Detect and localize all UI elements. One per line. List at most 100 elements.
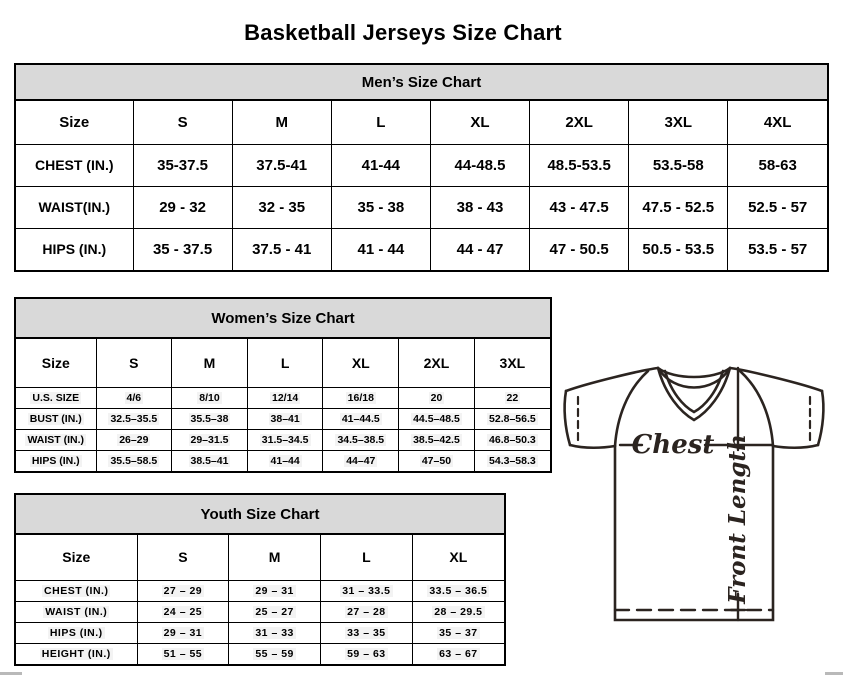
horizontal-scrollbar-fragment-right[interactable]: [825, 672, 843, 675]
value-cell: 35 - 38: [331, 186, 431, 229]
value-cell: 35-37.5: [133, 144, 233, 187]
cell-text: 51 – 55: [161, 647, 205, 660]
value-cell: 55 – 59: [228, 643, 321, 664]
value-cell: 27 – 29: [137, 580, 230, 602]
cell-text: WAIST(IN.): [38, 199, 111, 215]
youth-size-table: Size S M L XL CHEST (IN.) 27 – 29 29 – 31 31 – 3…: [16, 535, 504, 664]
cell-text: 27 – 29: [161, 584, 205, 597]
mens-table-title: Men’s Size Chart: [16, 65, 827, 101]
jersey-outline: [564, 366, 660, 393]
cell-text: 29 – 31: [161, 626, 205, 639]
header-cell: Size: [16, 535, 138, 581]
cell-text: 54.3–58.3: [487, 454, 538, 467]
table-row: WAIST (IN.) 26–29 29–31.5 31.5–34.5 34.5–38.…: [16, 429, 550, 451]
value-cell: 12/14: [247, 387, 324, 409]
womens-size-table: Size S M L XL 2XL 3XL U.S. SIZE 4/6 8/10 12/14 16/1…: [16, 339, 550, 471]
value-cell: 41 - 44: [331, 228, 431, 270]
cell-text: 38.5–42.5: [411, 433, 462, 446]
mens-size-chart-box: Men’s Size Chart Size S M L XL 2XL 3XL 4XL CHEST…: [14, 63, 829, 272]
cell-text: 27 – 28: [345, 605, 388, 618]
value-cell: 50.5 - 53.5: [628, 228, 729, 270]
value-cell: 29 – 31: [228, 580, 321, 602]
cell-text: 12/14: [270, 391, 301, 404]
row-label: BUST (IN.): [16, 408, 97, 430]
cell-text: 33 – 35: [345, 626, 388, 639]
cell-text: 44-48.5: [454, 156, 506, 174]
value-cell: 26–29: [96, 429, 173, 451]
cell-text: BUST (IN.): [27, 412, 84, 425]
cell-text: WAIST (IN.): [43, 605, 110, 618]
cell-text: 31 – 33.5: [340, 584, 393, 597]
header-cell: 4XL: [727, 101, 827, 145]
cell-text: 38 - 43: [456, 198, 504, 216]
cell-text: 22: [504, 391, 521, 404]
cell-text: 43 - 47.5: [549, 198, 609, 216]
value-cell: 29 – 31: [137, 622, 230, 644]
value-cell: 54.3–58.3: [474, 450, 550, 471]
header-row: Size S M L XL 2XL 3XL: [16, 339, 550, 388]
cell-text: 53.5-58: [652, 156, 704, 174]
chest-label: Chest: [632, 430, 715, 460]
value-cell: 51 – 55: [137, 643, 230, 664]
value-cell: 41-44: [331, 144, 431, 187]
value-cell: 31 – 33.5: [320, 580, 413, 602]
header-cell: S: [96, 339, 173, 388]
value-cell: 38–41: [247, 408, 324, 430]
row-label: HIPS (IN.): [16, 228, 134, 270]
cell-text: 41–44: [268, 454, 302, 467]
cell-text: 28 – 29.5: [432, 605, 485, 618]
header-cell: M: [232, 101, 332, 145]
youth-table-title: Youth Size Chart: [16, 495, 504, 535]
value-cell: 58-63: [727, 144, 827, 187]
cell-text: 31.5–34.5: [259, 433, 311, 446]
row-label: HIPS (IN.): [16, 622, 138, 644]
row-label: HIPS (IN.): [16, 450, 97, 471]
cell-text: 35.5–58.5: [108, 454, 160, 467]
cell-text: 38–41: [268, 412, 302, 425]
value-cell: 35.5–58.5: [96, 450, 173, 471]
value-cell: 25 – 27: [228, 601, 321, 623]
cell-text: 44–47: [344, 454, 378, 467]
header-cell: Size: [16, 339, 97, 388]
cell-text: 47.5 - 52.5: [642, 198, 715, 216]
header-cell: 3XL: [474, 339, 550, 388]
value-cell: 29 - 32: [133, 186, 233, 229]
value-cell: 4/6: [96, 387, 173, 409]
cell-text: 37.5-41: [256, 156, 308, 174]
table-row: U.S. SIZE 4/6 8/10 12/14 16/18 20 22: [16, 387, 550, 409]
value-cell: 44 - 47: [430, 228, 531, 270]
cell-text: 29 - 32: [159, 198, 206, 216]
cell-text: 47–50: [419, 454, 454, 467]
cell-text: WAIST (IN.): [25, 433, 87, 446]
header-cell: XL: [430, 101, 531, 145]
value-cell: 27 – 28: [320, 601, 413, 623]
cell-text: 35 - 38: [357, 198, 405, 216]
value-cell: 24 – 25: [137, 601, 230, 623]
table-row: WAIST (IN.) 24 – 25 25 – 27 27 – 28 28 – 29.…: [16, 601, 504, 623]
cell-text: 29 – 31: [253, 584, 296, 597]
front-length-label: Front Length: [724, 434, 751, 605]
cell-text: 63 – 67: [437, 647, 480, 660]
value-cell: 38.5–41: [171, 450, 248, 471]
value-cell: 33.5 – 36.5: [412, 580, 504, 602]
value-cell: 59 – 63: [320, 643, 413, 664]
table-row: CHEST (IN.) 35-37.5 37.5-41 41-44 44-48.5 48.…: [16, 144, 827, 187]
value-cell: 44–47: [322, 450, 400, 471]
cell-text: 44.5–48.5: [411, 412, 462, 425]
value-cell: 38.5–42.5: [398, 429, 475, 451]
value-cell: 47–50: [398, 450, 475, 471]
cell-text: 25 – 27: [253, 605, 296, 618]
table-row: HEIGHT (IN.) 51 – 55 55 – 59 59 – 63 63 – 67: [16, 643, 504, 664]
row-label: U.S. SIZE: [16, 387, 97, 409]
cell-text: 44 - 47: [456, 240, 504, 258]
row-label: WAIST (IN.): [16, 429, 97, 451]
value-cell: 29–31.5: [171, 429, 248, 451]
cell-text: 50.5 - 53.5: [642, 240, 715, 258]
value-cell: 33 – 35: [320, 622, 413, 644]
header-cell: XL: [322, 339, 400, 388]
value-cell: 52.5 - 57: [727, 186, 827, 229]
table-row: HIPS (IN.) 35.5–58.5 38.5–41 41–44 44–47 47–5…: [16, 450, 550, 471]
horizontal-scrollbar-fragment-left[interactable]: [0, 672, 22, 675]
value-cell: 31.5–34.5: [247, 429, 324, 451]
value-cell: 20: [398, 387, 475, 409]
